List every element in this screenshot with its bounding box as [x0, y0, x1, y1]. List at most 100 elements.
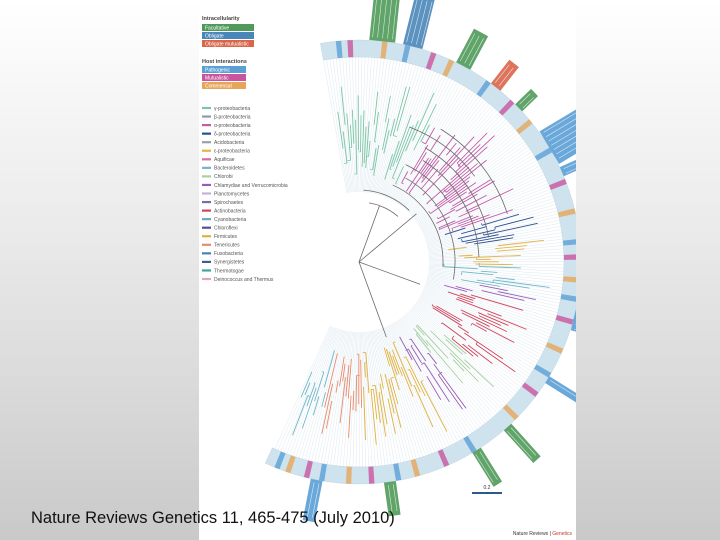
tree-ray [320, 330, 347, 464]
tree-backbone-arc [363, 189, 410, 211]
annotation-ring-mark [502, 404, 519, 421]
tree-branch [340, 86, 346, 126]
tree-ray [428, 268, 564, 282]
tree-branch [405, 157, 429, 192]
tree-branch [365, 352, 370, 394]
tree-branch [439, 215, 474, 230]
tree-branch [444, 227, 466, 236]
taxon-label-callout [503, 423, 541, 464]
tree-branch [449, 191, 467, 204]
legend-phylum-label: Firmicutes [214, 234, 238, 240]
tree-branch [457, 325, 470, 334]
tree-ray [396, 88, 469, 203]
tree-branch [390, 377, 399, 405]
taxon-label-text-line [307, 482, 315, 517]
taxon-label-text-line [546, 116, 576, 137]
tree-branch [436, 216, 450, 224]
tree-ray [352, 331, 358, 467]
tree-branch-connector [409, 192, 411, 194]
tree-ray [427, 276, 560, 307]
taxon-label-text-line [406, 0, 418, 43]
tree-ray [426, 279, 558, 313]
tree-ray [415, 141, 525, 221]
tree-ray [392, 323, 459, 442]
tree-ray [423, 289, 548, 344]
tree-ray [375, 62, 407, 194]
tree-ray [363, 57, 372, 193]
annotation-ring-mark [476, 80, 491, 97]
tree-branch [364, 362, 366, 378]
journal-name: Nature Reviews [512, 531, 549, 537]
tree-branch [457, 296, 474, 304]
tree-ray [400, 97, 482, 207]
tree-ray [413, 305, 520, 391]
tree-ray [382, 327, 429, 455]
tree-branch [368, 140, 371, 157]
legend-phyla-items: γ-proteobacteria β-proteobacteria α-proteo… [202, 106, 288, 283]
tree-ray [404, 105, 492, 209]
annotation-ring-mark [274, 451, 286, 470]
tree-branch [477, 312, 509, 326]
tree-ray [295, 328, 338, 458]
tree-branch [475, 343, 516, 373]
tree-ray [417, 149, 531, 224]
annotation-ring-mark [563, 276, 576, 283]
scale-bar: 0.2 [472, 485, 502, 494]
tree-ray [405, 107, 495, 210]
tree-ray [426, 204, 556, 243]
tree-branch [384, 153, 394, 180]
tree-ray [428, 232, 562, 253]
tree-branch [495, 277, 516, 281]
tree-branch [412, 92, 435, 141]
tree-branch [413, 103, 437, 151]
tree-branch [431, 305, 461, 323]
annotation-ring-mark [516, 119, 533, 135]
tree-branch-connector [436, 217, 439, 219]
tree-branch [455, 135, 495, 173]
tree-branch-connector [416, 324, 418, 326]
tree-ray [323, 60, 348, 194]
legend-intracellularity-label: Obligate mutualistic [205, 41, 249, 47]
tree-branch-connector [443, 189, 447, 193]
tree-branch [388, 351, 398, 376]
tree-branch [375, 385, 381, 424]
tree-ray [380, 66, 423, 196]
tree-ray [384, 326, 435, 453]
tree-branch [426, 375, 442, 400]
tree-ray [352, 57, 357, 193]
tree-branch [361, 110, 365, 167]
taxon-label-block [545, 376, 576, 405]
tree-branch [461, 209, 513, 228]
tree-branch [395, 166, 404, 184]
tree-branch [324, 353, 338, 408]
tree-ray [413, 133, 519, 219]
tree-branch [306, 383, 316, 407]
tree-branch [474, 237, 514, 245]
tree-branch [410, 338, 427, 362]
taxon-label-text-line [468, 38, 484, 66]
tree-branch [483, 222, 538, 236]
tree-ray [367, 58, 385, 193]
taxon-label-callout [383, 481, 401, 517]
tree-ray [427, 275, 560, 304]
tree-ray [332, 58, 351, 193]
tree-ray [422, 177, 546, 234]
tree-ray [410, 308, 511, 400]
tree-ray [376, 329, 411, 461]
taxon-label-text-line [377, 0, 382, 38]
tree-ray [399, 93, 477, 205]
tree-branch [452, 359, 465, 372]
tree-ray [414, 303, 524, 385]
tree-branch-connector [426, 203, 428, 205]
tree-ray [418, 154, 534, 226]
tree-ray [421, 293, 542, 355]
tree-branch [443, 176, 471, 198]
tree-ray [383, 327, 432, 454]
legend-phylum-label: Acidobacteria [214, 140, 245, 146]
annotation-ring-base [264, 39, 576, 485]
tree-branch [352, 390, 355, 411]
tree-branch [487, 313, 527, 330]
legend-host-label: Commensal [205, 83, 232, 89]
tree-branch [351, 109, 355, 144]
tree-branch [373, 91, 379, 125]
